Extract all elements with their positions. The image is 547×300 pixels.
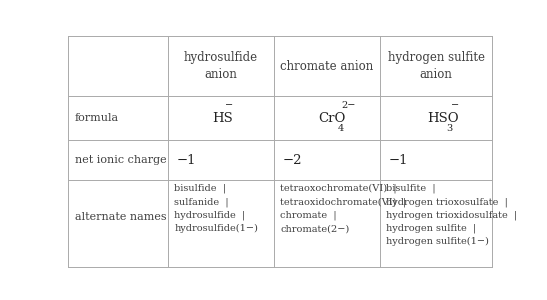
Text: 3: 3 [447, 124, 453, 133]
Text: net ionic charge: net ionic charge [75, 155, 166, 165]
Text: HS: HS [212, 112, 233, 124]
Text: bisulfite  |
hydrogen trioxosulfate  |
hydrogen trioxidosulfate  |
hydrogen sulf: bisulfite | hydrogen trioxosulfate | hyd… [386, 184, 517, 246]
Text: 4: 4 [337, 124, 344, 133]
Text: alternate names: alternate names [75, 212, 166, 222]
Text: CrO: CrO [318, 112, 346, 124]
Text: HSO: HSO [428, 112, 459, 124]
Text: −1: −1 [388, 154, 408, 167]
Text: −: − [451, 101, 459, 110]
Text: hydrogen sulfite
anion: hydrogen sulfite anion [388, 51, 485, 81]
Text: chromate anion: chromate anion [281, 59, 374, 73]
Text: −2: −2 [282, 154, 302, 167]
Text: −1: −1 [177, 154, 196, 167]
Text: formula: formula [75, 113, 119, 123]
Text: −: − [225, 101, 234, 110]
Text: bisulfide  |
sulfanide  |
hydrosulfide  |
hydrosulfide(1−): bisulfide | sulfanide | hydrosulfide | h… [174, 184, 258, 233]
Text: 2−: 2− [341, 101, 356, 110]
Text: hydrosulfide
anion: hydrosulfide anion [184, 51, 258, 81]
Text: tetraoxochromate(VI)  |
tetraoxidochromate(VI)  |
chromate  |
chromate(2−): tetraoxochromate(VI) | tetraoxidochromat… [280, 184, 406, 233]
